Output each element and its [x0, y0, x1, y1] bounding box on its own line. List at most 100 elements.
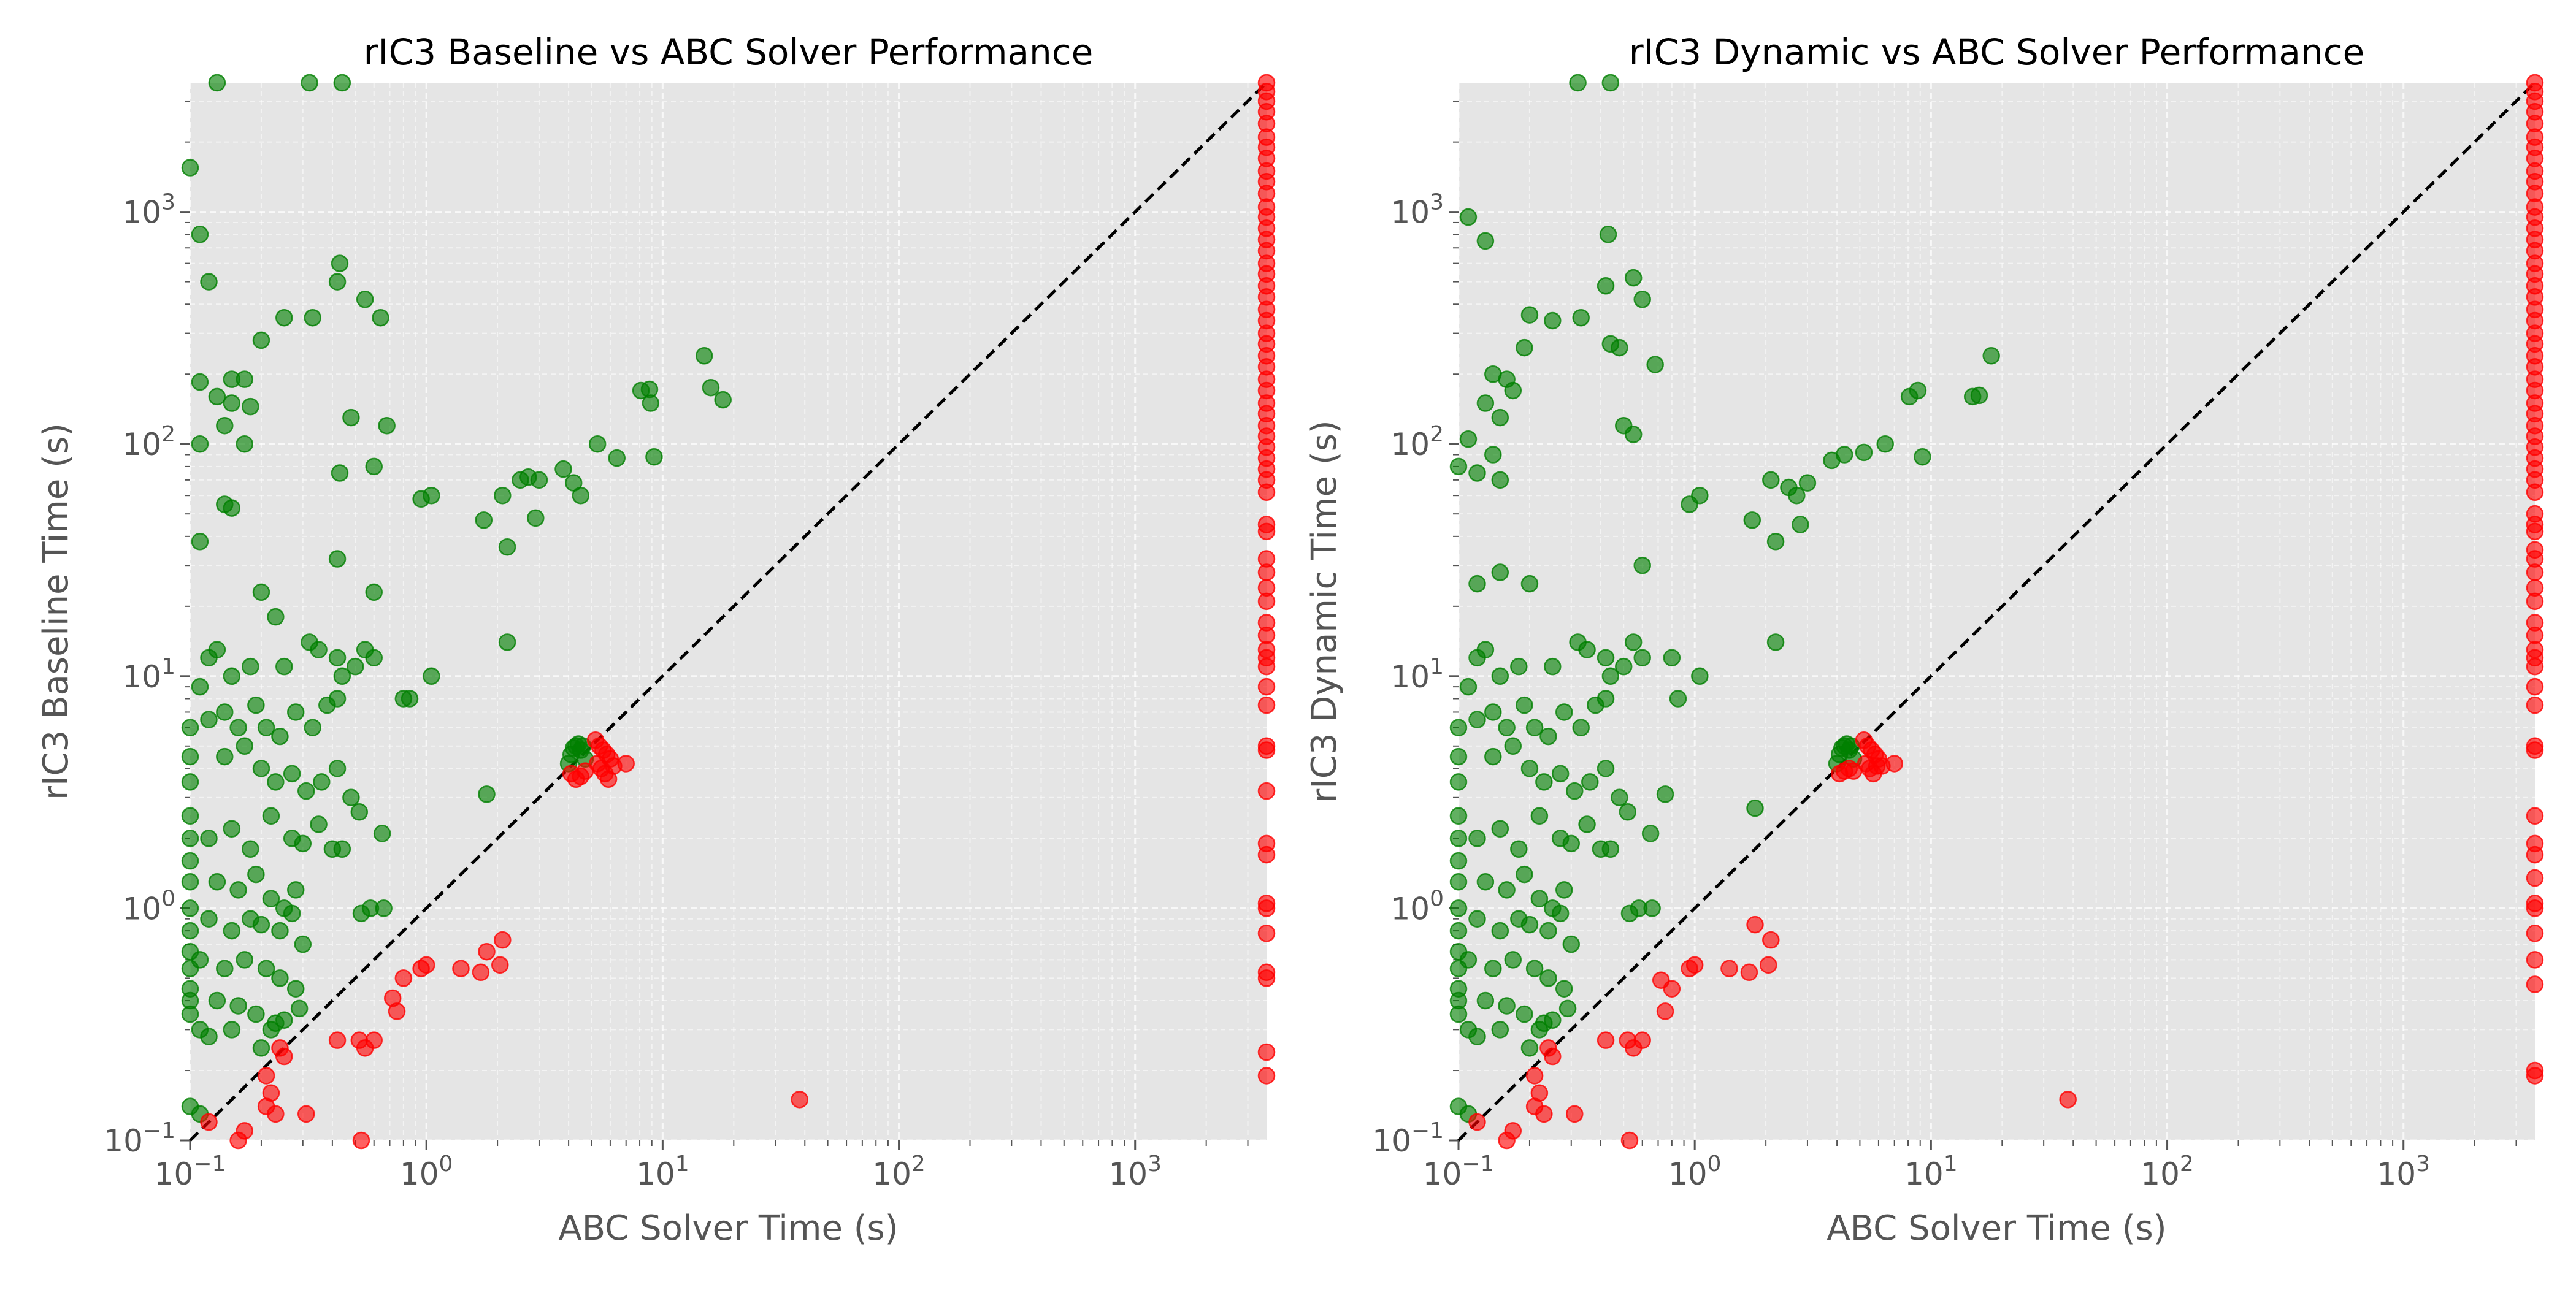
y-tick-label: 101: [122, 654, 175, 695]
data-point: [388, 1002, 406, 1020]
data-point: [1762, 471, 1780, 489]
data-point: [1476, 394, 1495, 412]
x-tick-labels: 10−1 100 101 102 103: [1423, 1151, 2430, 1192]
data-point: [1620, 1131, 1639, 1150]
data-point: [262, 1021, 280, 1039]
data-point: [229, 997, 247, 1015]
data-point: [267, 773, 285, 791]
data-point: [494, 931, 512, 949]
data-point: [498, 633, 516, 651]
data-point: [1525, 719, 1544, 737]
data-point: [1740, 963, 1758, 982]
data-point: [1257, 563, 1276, 581]
data-point: [494, 486, 512, 505]
data-point: [1641, 825, 1660, 842]
data-point: [1720, 960, 1738, 977]
data-point: [1476, 991, 1495, 1010]
data-point: [2526, 975, 2544, 993]
data-point: [236, 951, 254, 969]
data-point: [181, 747, 199, 766]
data-point: [1691, 667, 1709, 685]
data-point: [1257, 592, 1276, 611]
data-point: [1562, 935, 1581, 953]
data-point: [1484, 747, 1502, 766]
data-point: [304, 719, 321, 737]
data-point: [1601, 74, 1620, 92]
data-point: [1520, 574, 1539, 593]
data-point: [1530, 807, 1549, 825]
data-point: [208, 641, 226, 658]
data-point: [1449, 873, 1468, 891]
data-point: [1530, 1021, 1549, 1039]
data-point: [1619, 803, 1637, 821]
data-point: [191, 373, 209, 391]
data-point: [1544, 1011, 1562, 1029]
data-point: [1257, 969, 1276, 987]
data-point: [216, 416, 234, 435]
data-point: [1525, 1097, 1544, 1115]
data-point: [1876, 435, 1894, 453]
y-tick-labels: 10−1 100 101 102 103: [1372, 190, 1444, 1159]
data-point: [242, 397, 259, 416]
data-point: [1491, 408, 1509, 427]
data-point: [1525, 960, 1544, 977]
data-point: [1520, 760, 1539, 777]
data-point: [1468, 1028, 1486, 1045]
data-point: [181, 807, 199, 825]
x-tick-label: 100: [400, 1151, 453, 1192]
data-point: [1855, 443, 1873, 462]
data-point: [1792, 516, 1809, 533]
data-point: [365, 649, 383, 667]
data-point: [1551, 904, 1570, 923]
data-point: [181, 719, 199, 737]
data-point: [1624, 269, 1643, 287]
data-point: [1520, 915, 1539, 934]
data-point: [412, 960, 430, 977]
data-point: [1597, 760, 1615, 777]
data-point: [181, 773, 199, 791]
data-point: [304, 308, 321, 327]
data-point: [310, 815, 328, 833]
data-point: [286, 703, 305, 721]
data-point: [2526, 483, 2544, 502]
data-point: [498, 538, 516, 556]
data-point: [271, 727, 289, 746]
data-point: [1459, 208, 1478, 226]
grid-lines: [1457, 83, 2535, 1142]
data-point: [2526, 592, 2544, 611]
data-point: [1652, 971, 1670, 989]
y-tick-label: 100: [122, 886, 175, 926]
data-point: [1468, 464, 1486, 482]
data-point: [2526, 563, 2544, 581]
data-point: [229, 881, 247, 899]
data-point: [181, 1005, 199, 1023]
data-point: [216, 747, 234, 766]
data-point: [1555, 881, 1573, 899]
data-point: [491, 956, 509, 974]
data-point: [223, 922, 241, 940]
y-tick-label: 103: [122, 190, 175, 231]
data-point: [2526, 951, 2544, 969]
data-point: [200, 711, 218, 728]
data-point: [1257, 1043, 1276, 1061]
x-tick-labels: 10−1 100 101 102 103: [155, 1151, 1162, 1192]
data-point: [1597, 690, 1615, 708]
data-point: [1558, 999, 1577, 1018]
data-point: [191, 435, 209, 453]
data-point: [331, 254, 349, 272]
data-point: [247, 1005, 265, 1023]
data-point: [181, 942, 199, 961]
data-point: [1449, 960, 1468, 977]
y-tick-label: 101: [1390, 654, 1444, 695]
data-point: [1257, 677, 1276, 696]
data-point: [342, 408, 360, 427]
data-point: [642, 394, 660, 412]
data-point: [350, 803, 369, 821]
x-tick-label: 101: [1904, 1151, 1958, 1192]
data-point: [275, 1011, 293, 1029]
diagonal-line: [1457, 82, 2536, 1142]
data-point: [1681, 960, 1698, 977]
data-point: [373, 825, 391, 842]
data-point: [1562, 834, 1581, 853]
x-tick-label: 103: [1108, 1151, 1162, 1192]
